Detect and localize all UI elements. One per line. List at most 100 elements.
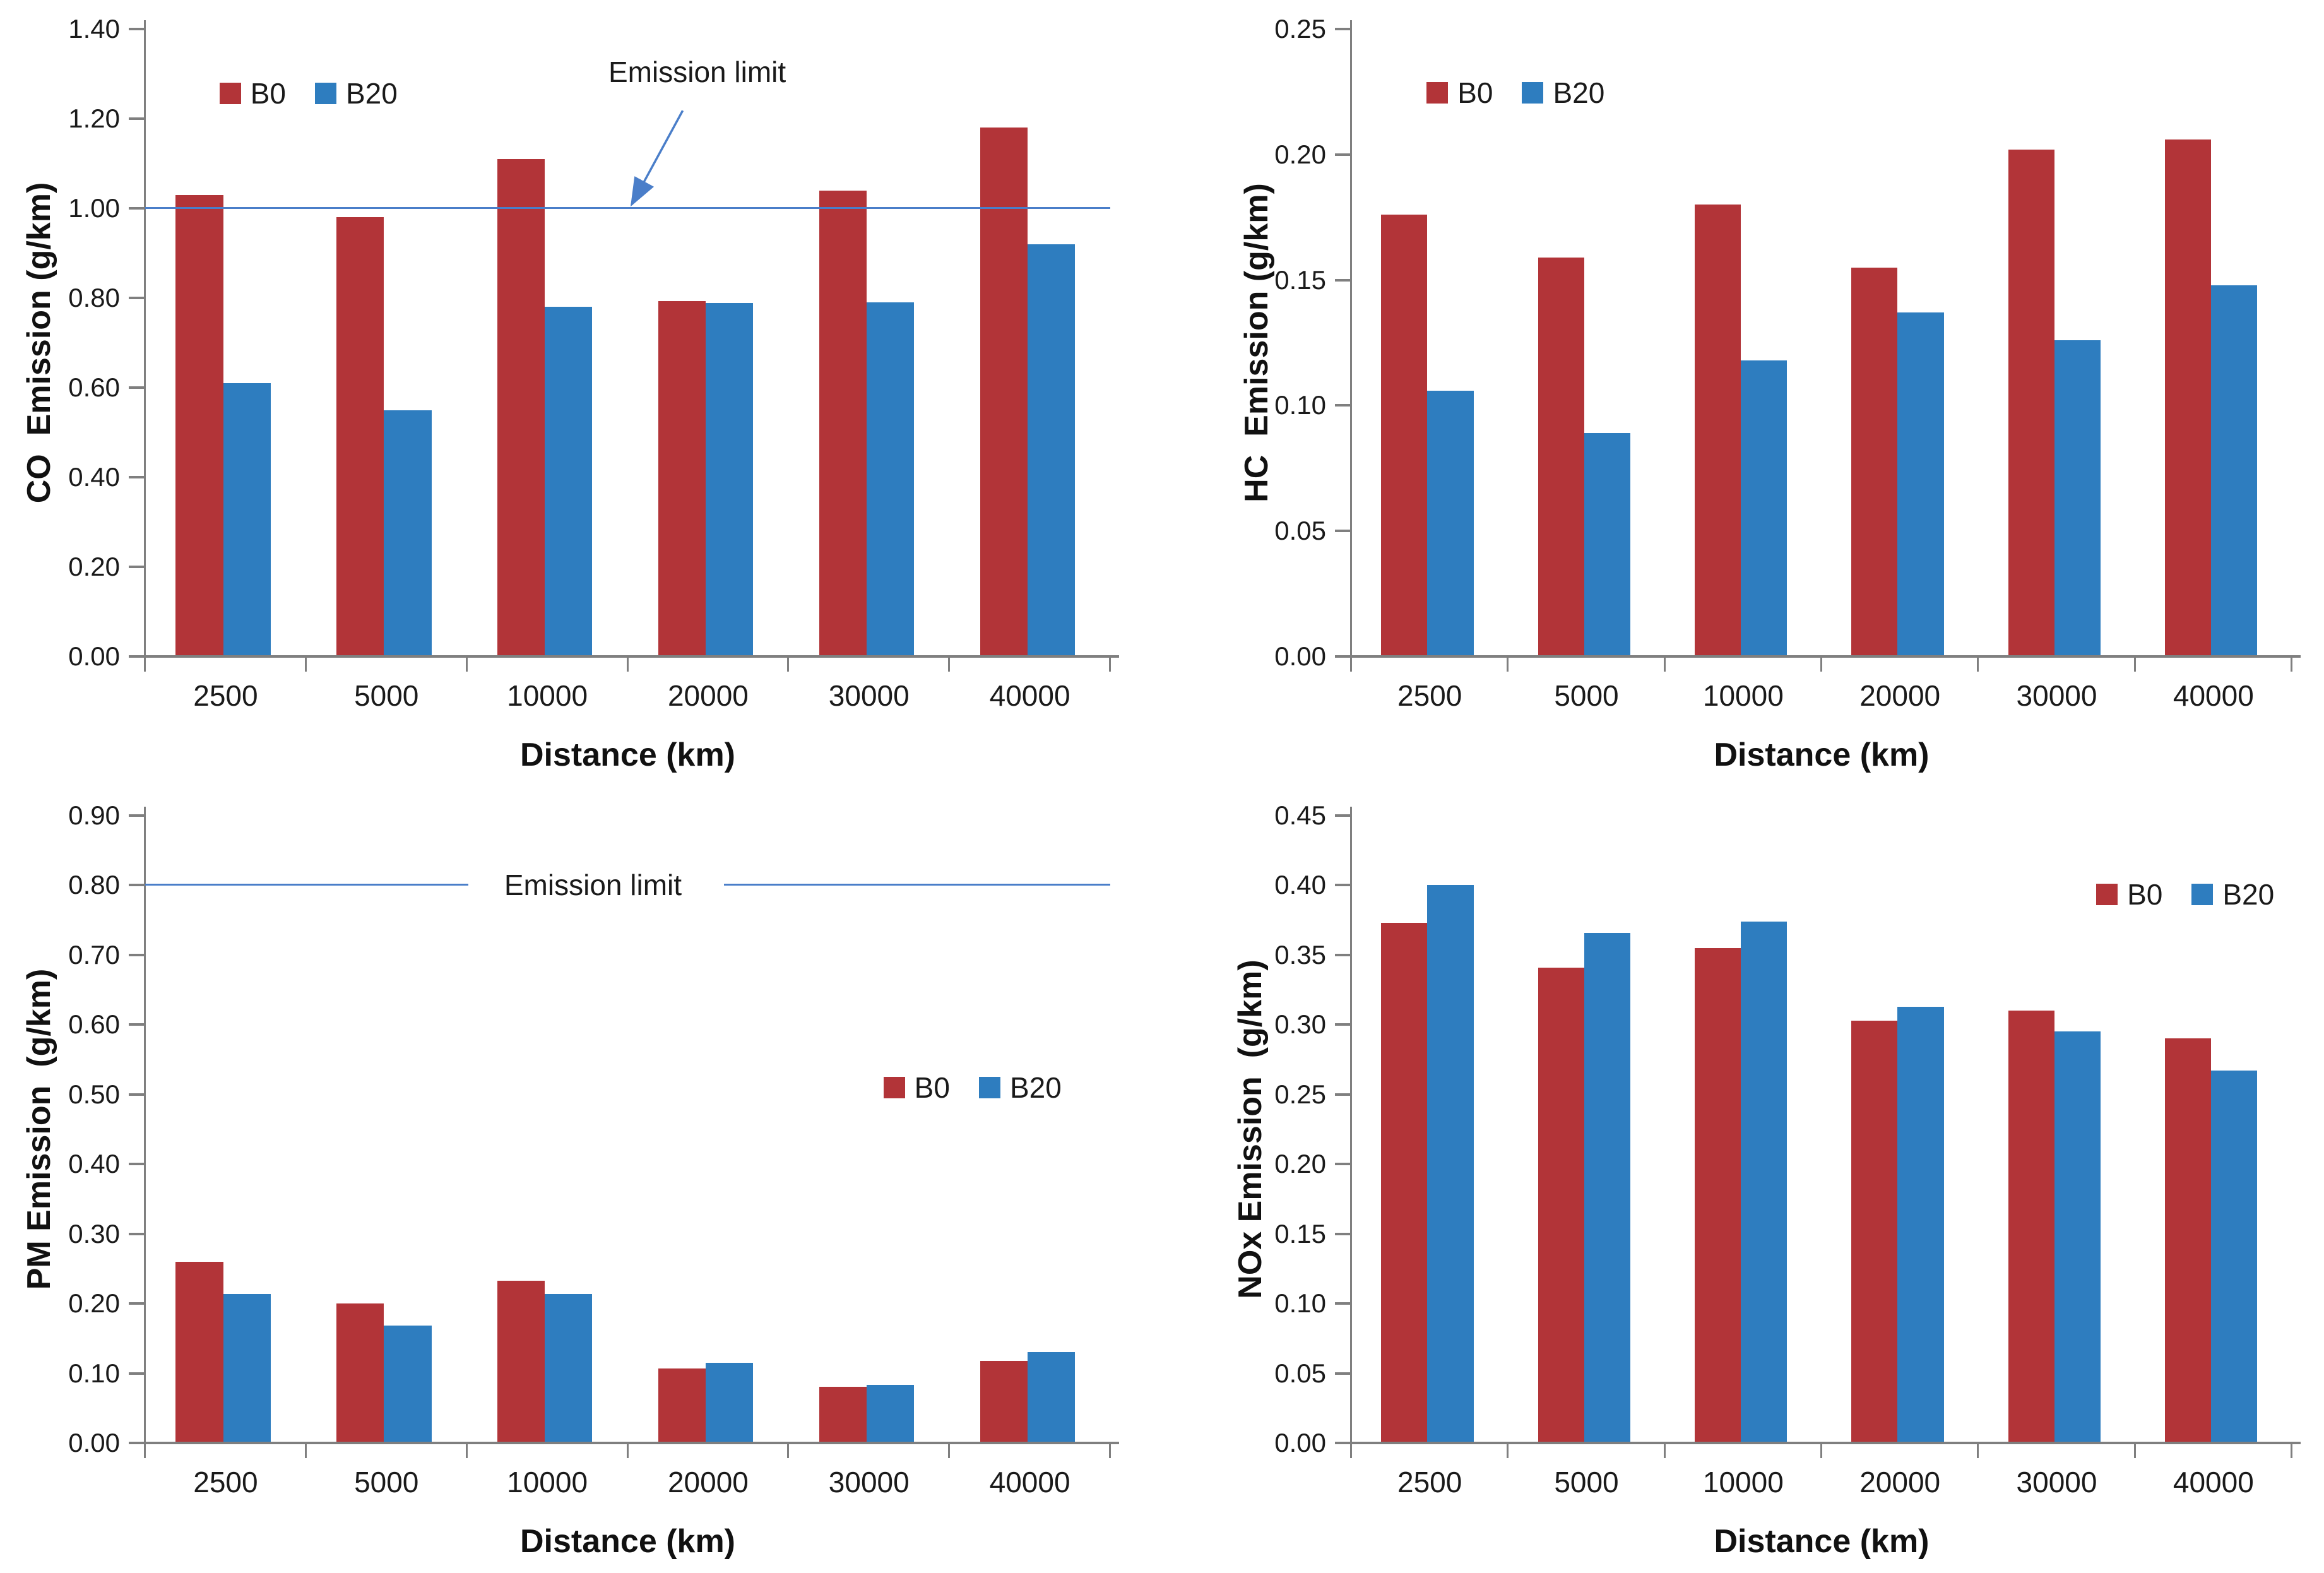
pm-y-tick-label: 0.10 [68, 1358, 120, 1388]
hc-x-category-label: 10000 [1702, 679, 1784, 712]
hc-x-category-label: 30000 [2016, 679, 2097, 712]
hc-y-tick [1335, 153, 1351, 156]
pm-x-tick [948, 1443, 951, 1458]
pm-y-tick-label: 0.80 [68, 870, 120, 900]
nox-x-category-label: 5000 [1554, 1466, 1619, 1499]
nox-x-tick [2133, 1443, 2136, 1458]
pm-y-tick-label: 0.60 [68, 1009, 120, 1040]
bar-b20-10000 [545, 307, 593, 656]
co-legend: B0 B20 [219, 76, 427, 110]
legend-swatch-b0 [219, 83, 241, 105]
hc-x-tick [2291, 656, 2292, 672]
hc-legend-item-b20: B20 [1522, 76, 1604, 110]
bar-b20-30000 [2054, 1031, 2101, 1443]
bar-b20-40000 [2211, 285, 2258, 656]
bar-b20-30000 [866, 1385, 915, 1443]
hc-x-tick [2133, 656, 2136, 672]
nox-y-tick-label: 0.40 [1274, 870, 1326, 900]
hc-x-category-label: 20000 [1859, 679, 1941, 712]
hc-x-tick [1507, 656, 1509, 672]
nox-legend: B0 B20 [2096, 877, 2303, 911]
nox-x-category-label: 40000 [2173, 1466, 2254, 1499]
hc-x-tick [1350, 656, 1352, 672]
bar-b20-2500 [1427, 390, 1474, 656]
legend-label-b0: B0 [250, 77, 286, 110]
co-y-axis-title: CO Emission (g/km) [21, 182, 57, 504]
pm-y-tick-label: 0.90 [68, 800, 120, 830]
pm-legend: B0 B20 [883, 1071, 1091, 1105]
pm-y-tick [129, 814, 145, 817]
hc-y-tick-label: 0.15 [1274, 264, 1326, 295]
nox-x-tick [1663, 1443, 1666, 1458]
hc-x-axis-line [1351, 655, 2301, 658]
legend-swatch-b20 [314, 83, 336, 105]
hc-x-axis-title: Distance (km) [1714, 737, 1930, 773]
nox-y-tick [1335, 884, 1351, 887]
hc-y-tick [1335, 530, 1351, 533]
legend-swatch-b0 [883, 1077, 905, 1099]
nox-x-tick [1350, 1443, 1352, 1458]
co-y-tick [129, 117, 145, 120]
pm-x-tick [465, 1443, 468, 1458]
bar-b0-2500 [175, 1261, 223, 1443]
co-y-tick-label: 0.20 [68, 552, 120, 581]
co-x-category-label: 2500 [193, 679, 258, 712]
bar-b20-10000 [1741, 921, 1787, 1443]
chart-nox-emission: NOx Emission (g/km) 0.45 0.40 0.35 0.30 0.25 0… [1162, 786, 2324, 1573]
co-y-tick-label: 1.20 [68, 104, 120, 133]
nox-y-tick-label: 0.00 [1274, 1428, 1326, 1457]
bar-b0-30000 [2008, 149, 2054, 656]
co-y-tick-label: 1.00 [68, 193, 120, 223]
pm-x-axis-line [145, 1442, 1119, 1444]
hc-y-tick-label: 0.05 [1274, 516, 1326, 546]
pm-y-tick-label: 0.50 [68, 1079, 120, 1109]
bar-b20-30000 [2054, 340, 2101, 656]
co-emission-limit-line [145, 207, 1110, 209]
hc-x-category-label: 40000 [2173, 679, 2254, 712]
pm-y-tick-label: 0.70 [68, 939, 120, 970]
nox-y-tick-label: 0.35 [1274, 939, 1326, 970]
co-x-axis-line [145, 655, 1119, 658]
chart-hc-emission: HC Emission (g/km) 0.25 0.20 0.15 0.10 0.05 0.… [1162, 0, 2324, 786]
nox-x-tick [1977, 1443, 1979, 1458]
co-y-tick-label: 1.40 [68, 14, 120, 44]
co-x-tick [465, 656, 468, 672]
pm-y-tick [129, 953, 145, 956]
pm-y-tick-label: 0.30 [68, 1218, 120, 1249]
pm-x-tick [304, 1443, 307, 1458]
nox-x-category-label: 2500 [1397, 1466, 1462, 1499]
pm-y-tick-label: 0.20 [68, 1288, 120, 1319]
pm-y-tick-label: 0.40 [68, 1149, 120, 1179]
bar-b0-10000 [1694, 205, 1741, 656]
pm-x-category-label: 5000 [354, 1466, 419, 1499]
pm-y-tick [129, 1232, 145, 1235]
co-y-tick-label: 0.80 [68, 283, 120, 312]
bar-b0-2500 [175, 194, 223, 656]
pm-y-tick [129, 1302, 145, 1305]
nox-x-tick [1507, 1443, 1509, 1458]
hc-y-tick [1335, 655, 1351, 658]
co-y-tick [129, 297, 145, 299]
legend-label-b0: B0 [2127, 878, 2163, 911]
co-y-tick [129, 655, 145, 658]
co-x-axis-title: Distance (km) [520, 737, 735, 773]
bar-b20-30000 [866, 302, 915, 656]
bar-b0-30000 [819, 1386, 867, 1443]
legend-swatch-b20 [1522, 82, 1544, 104]
bar-b20-10000 [1741, 360, 1787, 656]
pm-legend-item-b0: B0 [883, 1071, 950, 1105]
nox-x-category-label: 10000 [1702, 1466, 1784, 1499]
pm-y-tick [129, 1442, 145, 1444]
bar-b0-2500 [1381, 923, 1428, 1443]
pm-x-tick [787, 1443, 790, 1458]
pm-y-axis-line [144, 807, 146, 1457]
bar-b0-20000 [1851, 1020, 1898, 1443]
hc-y-tick-label: 0.00 [1274, 641, 1326, 671]
bar-b0-30000 [2008, 1011, 2054, 1443]
co-x-category-label: 10000 [507, 679, 588, 712]
bar-b20-5000 [384, 410, 432, 656]
nox-x-axis-line [1351, 1442, 2301, 1444]
nox-y-tick [1335, 1302, 1351, 1305]
hc-y-tick-label: 0.10 [1274, 390, 1326, 420]
